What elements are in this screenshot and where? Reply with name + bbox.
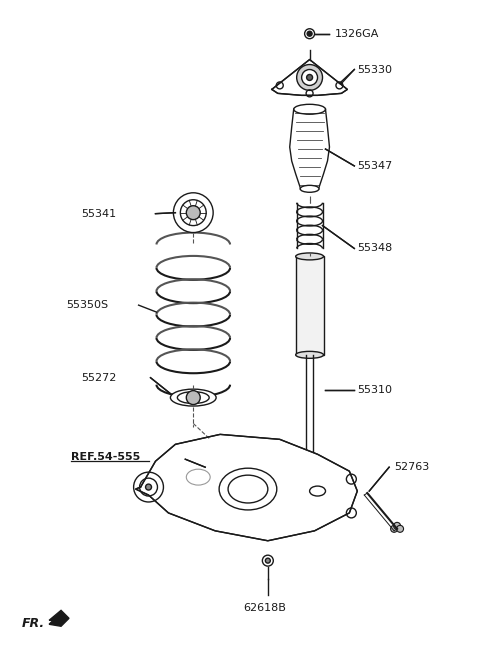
Bar (296, 256, 324, 355)
Text: REF.54-555: REF.54-555 (71, 452, 140, 462)
Ellipse shape (170, 389, 216, 406)
Text: 55350S: 55350S (66, 300, 108, 310)
Text: 55341: 55341 (81, 209, 116, 218)
Polygon shape (272, 60, 348, 95)
Circle shape (391, 525, 397, 532)
Ellipse shape (296, 352, 324, 358)
Circle shape (297, 64, 323, 91)
Circle shape (307, 31, 312, 36)
Text: FR.: FR. (21, 617, 44, 630)
Circle shape (301, 70, 318, 85)
Text: 55348: 55348 (357, 243, 393, 253)
Circle shape (145, 484, 152, 490)
Ellipse shape (296, 253, 324, 260)
Circle shape (186, 206, 200, 220)
Circle shape (394, 522, 401, 529)
Text: 62618B: 62618B (243, 604, 286, 613)
Polygon shape (49, 610, 69, 626)
Ellipse shape (294, 104, 325, 114)
Text: 52763: 52763 (394, 462, 429, 472)
Text: 1326GA: 1326GA (335, 29, 379, 39)
Text: 55347: 55347 (357, 161, 393, 171)
Text: 55330: 55330 (357, 64, 392, 75)
Circle shape (186, 390, 200, 405)
Ellipse shape (300, 186, 319, 192)
Circle shape (173, 193, 213, 233)
Text: 55272: 55272 (81, 373, 116, 382)
Text: 55310: 55310 (357, 384, 392, 395)
Circle shape (396, 525, 404, 532)
Circle shape (307, 75, 312, 81)
Polygon shape (136, 434, 357, 541)
Circle shape (265, 558, 270, 563)
